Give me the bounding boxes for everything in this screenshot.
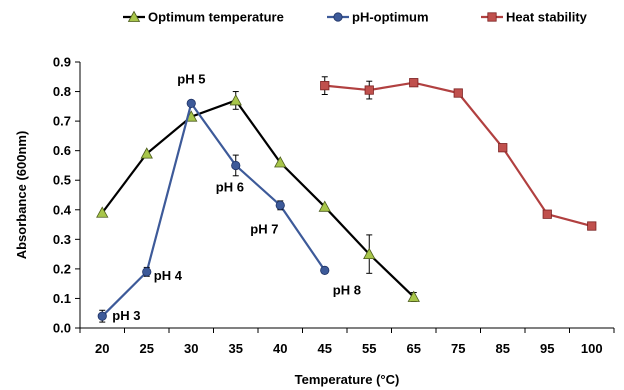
legend-label: Optimum temperature bbox=[148, 10, 284, 25]
legend: Optimum temperature pH-optimum Heat stabil… bbox=[123, 10, 588, 25]
data-point bbox=[453, 88, 463, 98]
data-point bbox=[498, 143, 508, 153]
data-point bbox=[229, 94, 242, 106]
x-tick-label: 95 bbox=[540, 341, 554, 356]
data-point bbox=[97, 311, 107, 321]
data-point bbox=[96, 206, 109, 218]
x-tick-label: 35 bbox=[229, 341, 243, 356]
y-tick-label: 0.8 bbox=[53, 84, 71, 99]
y-tick-label: 0.6 bbox=[53, 143, 71, 158]
data-label: pH 5 bbox=[177, 71, 205, 86]
x-tick-label: 40 bbox=[273, 341, 287, 356]
legend-label: Heat stability bbox=[506, 10, 588, 25]
data-label: pH 8 bbox=[333, 282, 361, 297]
y-tick-label: 0.7 bbox=[53, 114, 71, 129]
data-point bbox=[231, 160, 241, 171]
data-point bbox=[274, 156, 287, 168]
data-point bbox=[140, 147, 153, 159]
y-tick-label: 0.3 bbox=[53, 232, 71, 247]
series-line bbox=[101, 100, 326, 317]
x-tick-label: 25 bbox=[140, 341, 154, 356]
y-tick-label: 0.2 bbox=[53, 261, 71, 276]
data-point bbox=[407, 290, 420, 302]
y-tick-label: 0.5 bbox=[53, 173, 71, 188]
x-tick-label: 100 bbox=[581, 341, 603, 356]
y-tick-label: 0.1 bbox=[53, 291, 71, 306]
legend-item: pH-optimum bbox=[327, 10, 429, 25]
series-optimum-temperature bbox=[96, 91, 420, 302]
legend-item: Heat stability bbox=[481, 10, 588, 25]
x-axis-title: Temperature (°C) bbox=[295, 372, 400, 387]
series-heat-stability bbox=[320, 76, 597, 231]
legend-item: Optimum temperature bbox=[123, 10, 284, 25]
legend-label: pH-optimum bbox=[352, 10, 429, 25]
legend-marker bbox=[127, 10, 141, 22]
data-point bbox=[142, 267, 152, 277]
series-line bbox=[324, 81, 593, 228]
y-tick-label: 0.0 bbox=[53, 321, 71, 336]
x-tick-label: 65 bbox=[407, 341, 421, 356]
data-label: pH 6 bbox=[216, 179, 244, 194]
data-point bbox=[587, 221, 597, 231]
x-tick-label: 20 bbox=[95, 341, 109, 356]
x-tick-label: 45 bbox=[318, 341, 332, 356]
data-label: pH 7 bbox=[250, 221, 278, 236]
data-point bbox=[320, 265, 330, 275]
data-point bbox=[320, 81, 330, 91]
data-point bbox=[364, 85, 374, 95]
data-point bbox=[186, 98, 196, 108]
series-layer: pH 3 pH 4 pH 5 pH 6 pH 7 pH 8 bbox=[96, 71, 597, 323]
data-point bbox=[363, 247, 376, 260]
x-tick-label: 75 bbox=[451, 341, 465, 356]
data-point bbox=[318, 200, 331, 212]
x-tick-label: 55 bbox=[362, 341, 376, 356]
y-axis-title: Absorbance (600nm) bbox=[14, 131, 29, 260]
x-tick-label: 85 bbox=[496, 341, 510, 356]
series-ph-optimum: pH 3 pH 4 pH 5 pH 6 pH 7 pH 8 bbox=[97, 71, 361, 323]
legend-marker bbox=[333, 12, 343, 22]
series-line bbox=[101, 99, 415, 298]
data-point bbox=[409, 78, 419, 88]
axes: 0.0 0.1 0.2 0.3 0.4 0.5 0.6 0.7 0.8 0.9 20 25 30 35 40… bbox=[53, 55, 615, 356]
x-tick-label: 30 bbox=[184, 341, 198, 356]
data-label: pH 3 bbox=[112, 308, 140, 323]
data-label: pH 4 bbox=[154, 268, 183, 283]
y-tick-label: 0.4 bbox=[53, 202, 72, 217]
y-tick-label: 0.9 bbox=[53, 55, 71, 70]
legend-marker bbox=[487, 12, 497, 22]
data-point bbox=[275, 200, 285, 210]
data-point bbox=[542, 209, 552, 219]
